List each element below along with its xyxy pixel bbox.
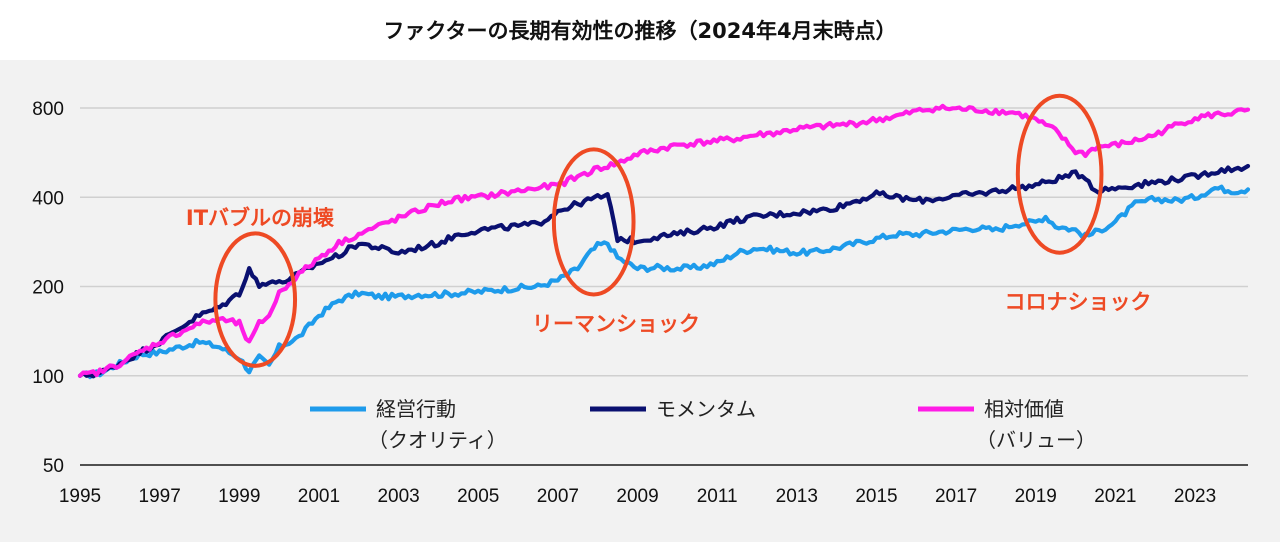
x-tick-label: 2003 bbox=[377, 486, 419, 507]
x-tick-label: 2013 bbox=[776, 486, 818, 507]
annotation-label: リーマンショック bbox=[532, 312, 700, 336]
x-tick-label: 2017 bbox=[935, 486, 977, 507]
annotation-ellipse bbox=[551, 147, 636, 297]
x-tick-label: 2021 bbox=[1094, 486, 1136, 507]
x-tick-label: 2015 bbox=[855, 486, 897, 507]
x-tick-label: 1999 bbox=[218, 486, 260, 507]
chart-title: ファクターの長期有効性の推移（2024年4月末時点） bbox=[383, 19, 896, 43]
annotation-label: コロナショック bbox=[1005, 290, 1152, 314]
legend-label: 経営行動 bbox=[376, 397, 456, 421]
annotation-label: ITバブルの崩壊 bbox=[186, 206, 334, 230]
legend-label: 相対価値 bbox=[984, 397, 1064, 421]
legend: 経営行動 （クオリティ） モメンタム 相対価値 （バリュー） bbox=[310, 397, 1096, 452]
x-tick-label: 2007 bbox=[537, 486, 579, 507]
x-tick-label: 2005 bbox=[457, 486, 499, 507]
legend-label: モメンタム bbox=[656, 397, 756, 421]
legend-label-line2: （クオリティ） bbox=[368, 428, 507, 452]
y-tick-label: 100 bbox=[32, 367, 64, 388]
x-tick-label: 1997 bbox=[139, 486, 181, 507]
y-tick-label: 800 bbox=[32, 99, 64, 120]
annotation-ellipse bbox=[1015, 93, 1104, 255]
x-tick-label: 2023 bbox=[1174, 486, 1216, 507]
series-line-2 bbox=[77, 163, 1251, 379]
y-tick-label: 400 bbox=[32, 188, 64, 209]
gridlines bbox=[80, 107, 1248, 377]
x-tick-label: 2011 bbox=[697, 486, 738, 507]
legend-label-line2: （バリュー） bbox=[976, 428, 1096, 452]
axes: 50 100 200 400 800 1995 1997 1999 2001 2003 2005 20… bbox=[32, 99, 1248, 507]
series-line-3 bbox=[77, 103, 1251, 378]
x-tick-label: 2001 bbox=[298, 486, 340, 507]
y-tick-label: 50 bbox=[43, 456, 64, 477]
x-tick-label: 1995 bbox=[59, 486, 101, 507]
x-tick-label: 2019 bbox=[1015, 486, 1057, 507]
annotation-ellipse bbox=[213, 231, 298, 368]
x-tick-label: 2009 bbox=[616, 486, 658, 507]
y-tick-label: 200 bbox=[32, 278, 64, 299]
